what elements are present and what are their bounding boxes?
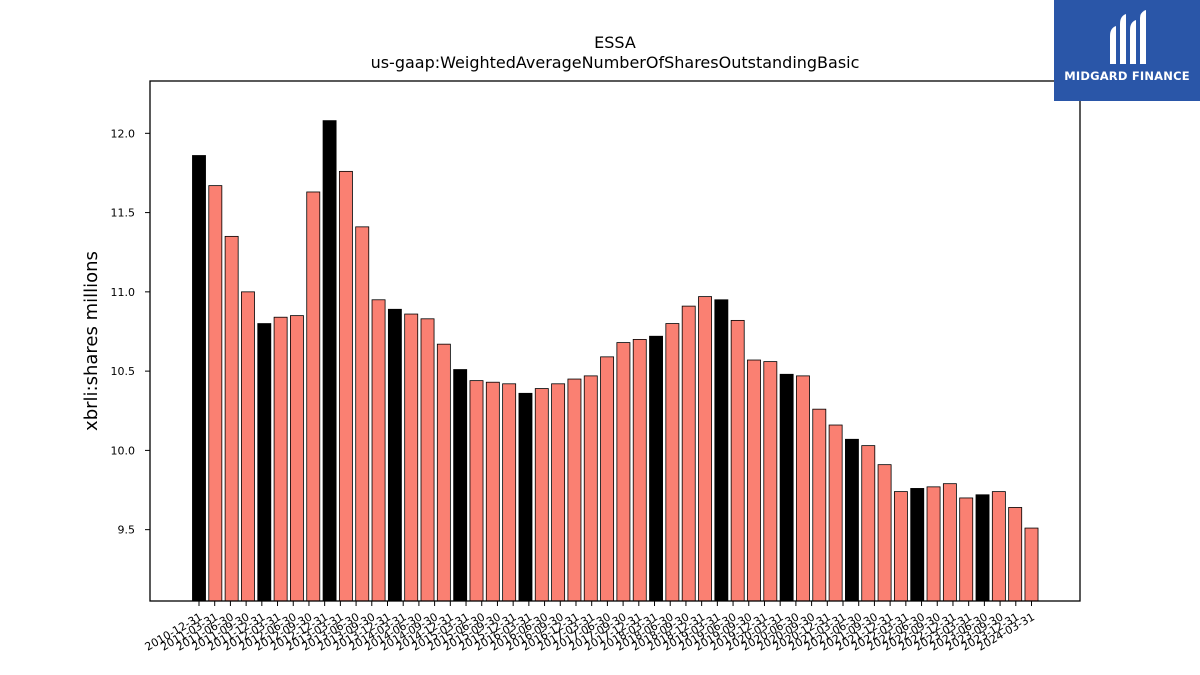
- x-axis: 2010-12-312011-03-312011-06-302011-09-30…: [143, 601, 1037, 654]
- bar-34: [747, 359, 761, 602]
- plot-frame: [149, 80, 1081, 602]
- midgard-logo-icon: [1110, 10, 1146, 64]
- bar-26: [616, 342, 631, 602]
- y-tick-label: 10.5: [111, 365, 136, 378]
- bar-45: [926, 486, 941, 602]
- brand-name: MIDGARD FINANCE: [1064, 69, 1190, 83]
- bar-5: [273, 316, 288, 602]
- y-tick-label: 11.5: [111, 207, 136, 220]
- bar-7: [306, 191, 321, 602]
- bar-17: [469, 380, 484, 602]
- bar-11: [371, 299, 386, 602]
- bar-44: [910, 488, 925, 602]
- bar-4: [257, 323, 272, 602]
- bar-43: [893, 491, 908, 602]
- y-tick-label: 12.0: [111, 127, 136, 140]
- bar-29: [665, 323, 680, 602]
- bar-6: [290, 315, 304, 602]
- bar-20: [518, 392, 533, 602]
- bar-30: [681, 305, 696, 602]
- bar-47: [959, 497, 974, 602]
- bar-51: [1024, 527, 1039, 602]
- bar-50: [1008, 507, 1023, 602]
- bar-46: [942, 483, 957, 602]
- chart-subtitle: us-gaap:WeightedAverageNumberOfSharesOut…: [371, 53, 860, 72]
- bar-40: [845, 438, 859, 602]
- bar-32: [714, 299, 729, 602]
- bar-42: [877, 464, 892, 602]
- y-axis-label: xbrli:shares millions: [81, 251, 102, 431]
- bar-18: [485, 381, 500, 602]
- bar-13: [404, 313, 419, 602]
- bar-38: [812, 408, 827, 602]
- bar-14: [420, 318, 435, 602]
- bar-9: [338, 170, 353, 602]
- bar-12: [387, 308, 402, 602]
- bar-3: [241, 291, 255, 602]
- bar-1: [208, 185, 223, 602]
- bar-27: [632, 339, 647, 602]
- bar-37: [796, 375, 810, 602]
- bar-36: [779, 373, 794, 602]
- bar-16: [453, 369, 468, 602]
- bar-49: [991, 491, 1006, 602]
- bar-25: [600, 356, 615, 602]
- bar-39: [828, 424, 843, 602]
- bar-10: [355, 226, 370, 602]
- bar-41: [861, 445, 876, 602]
- bar-31: [698, 296, 712, 602]
- brand-logo: MIDGARD FINANCE: [1054, 0, 1200, 101]
- bar-0: [192, 155, 206, 602]
- bars-layer: [192, 120, 1039, 602]
- y-tick-label: 9.5: [118, 524, 136, 537]
- bar-8: [322, 120, 337, 602]
- bar-21: [534, 388, 549, 602]
- y-tick-label: 11.0: [111, 286, 136, 299]
- bar-15: [436, 343, 451, 602]
- bar-19: [502, 383, 517, 602]
- bar-2: [224, 235, 239, 602]
- bar-23: [567, 378, 582, 602]
- y-tick-label: 10.0: [111, 444, 136, 457]
- bar-22: [551, 383, 566, 602]
- bar-33: [730, 319, 745, 602]
- bar-35: [763, 361, 778, 602]
- bar-48: [975, 494, 990, 602]
- y-axis: 9.5 10.0 10.5 11.0 11.5 12.0: [111, 127, 150, 537]
- chart-title: ESSA: [594, 33, 636, 52]
- bar-28: [649, 335, 663, 602]
- bar-24: [583, 375, 598, 602]
